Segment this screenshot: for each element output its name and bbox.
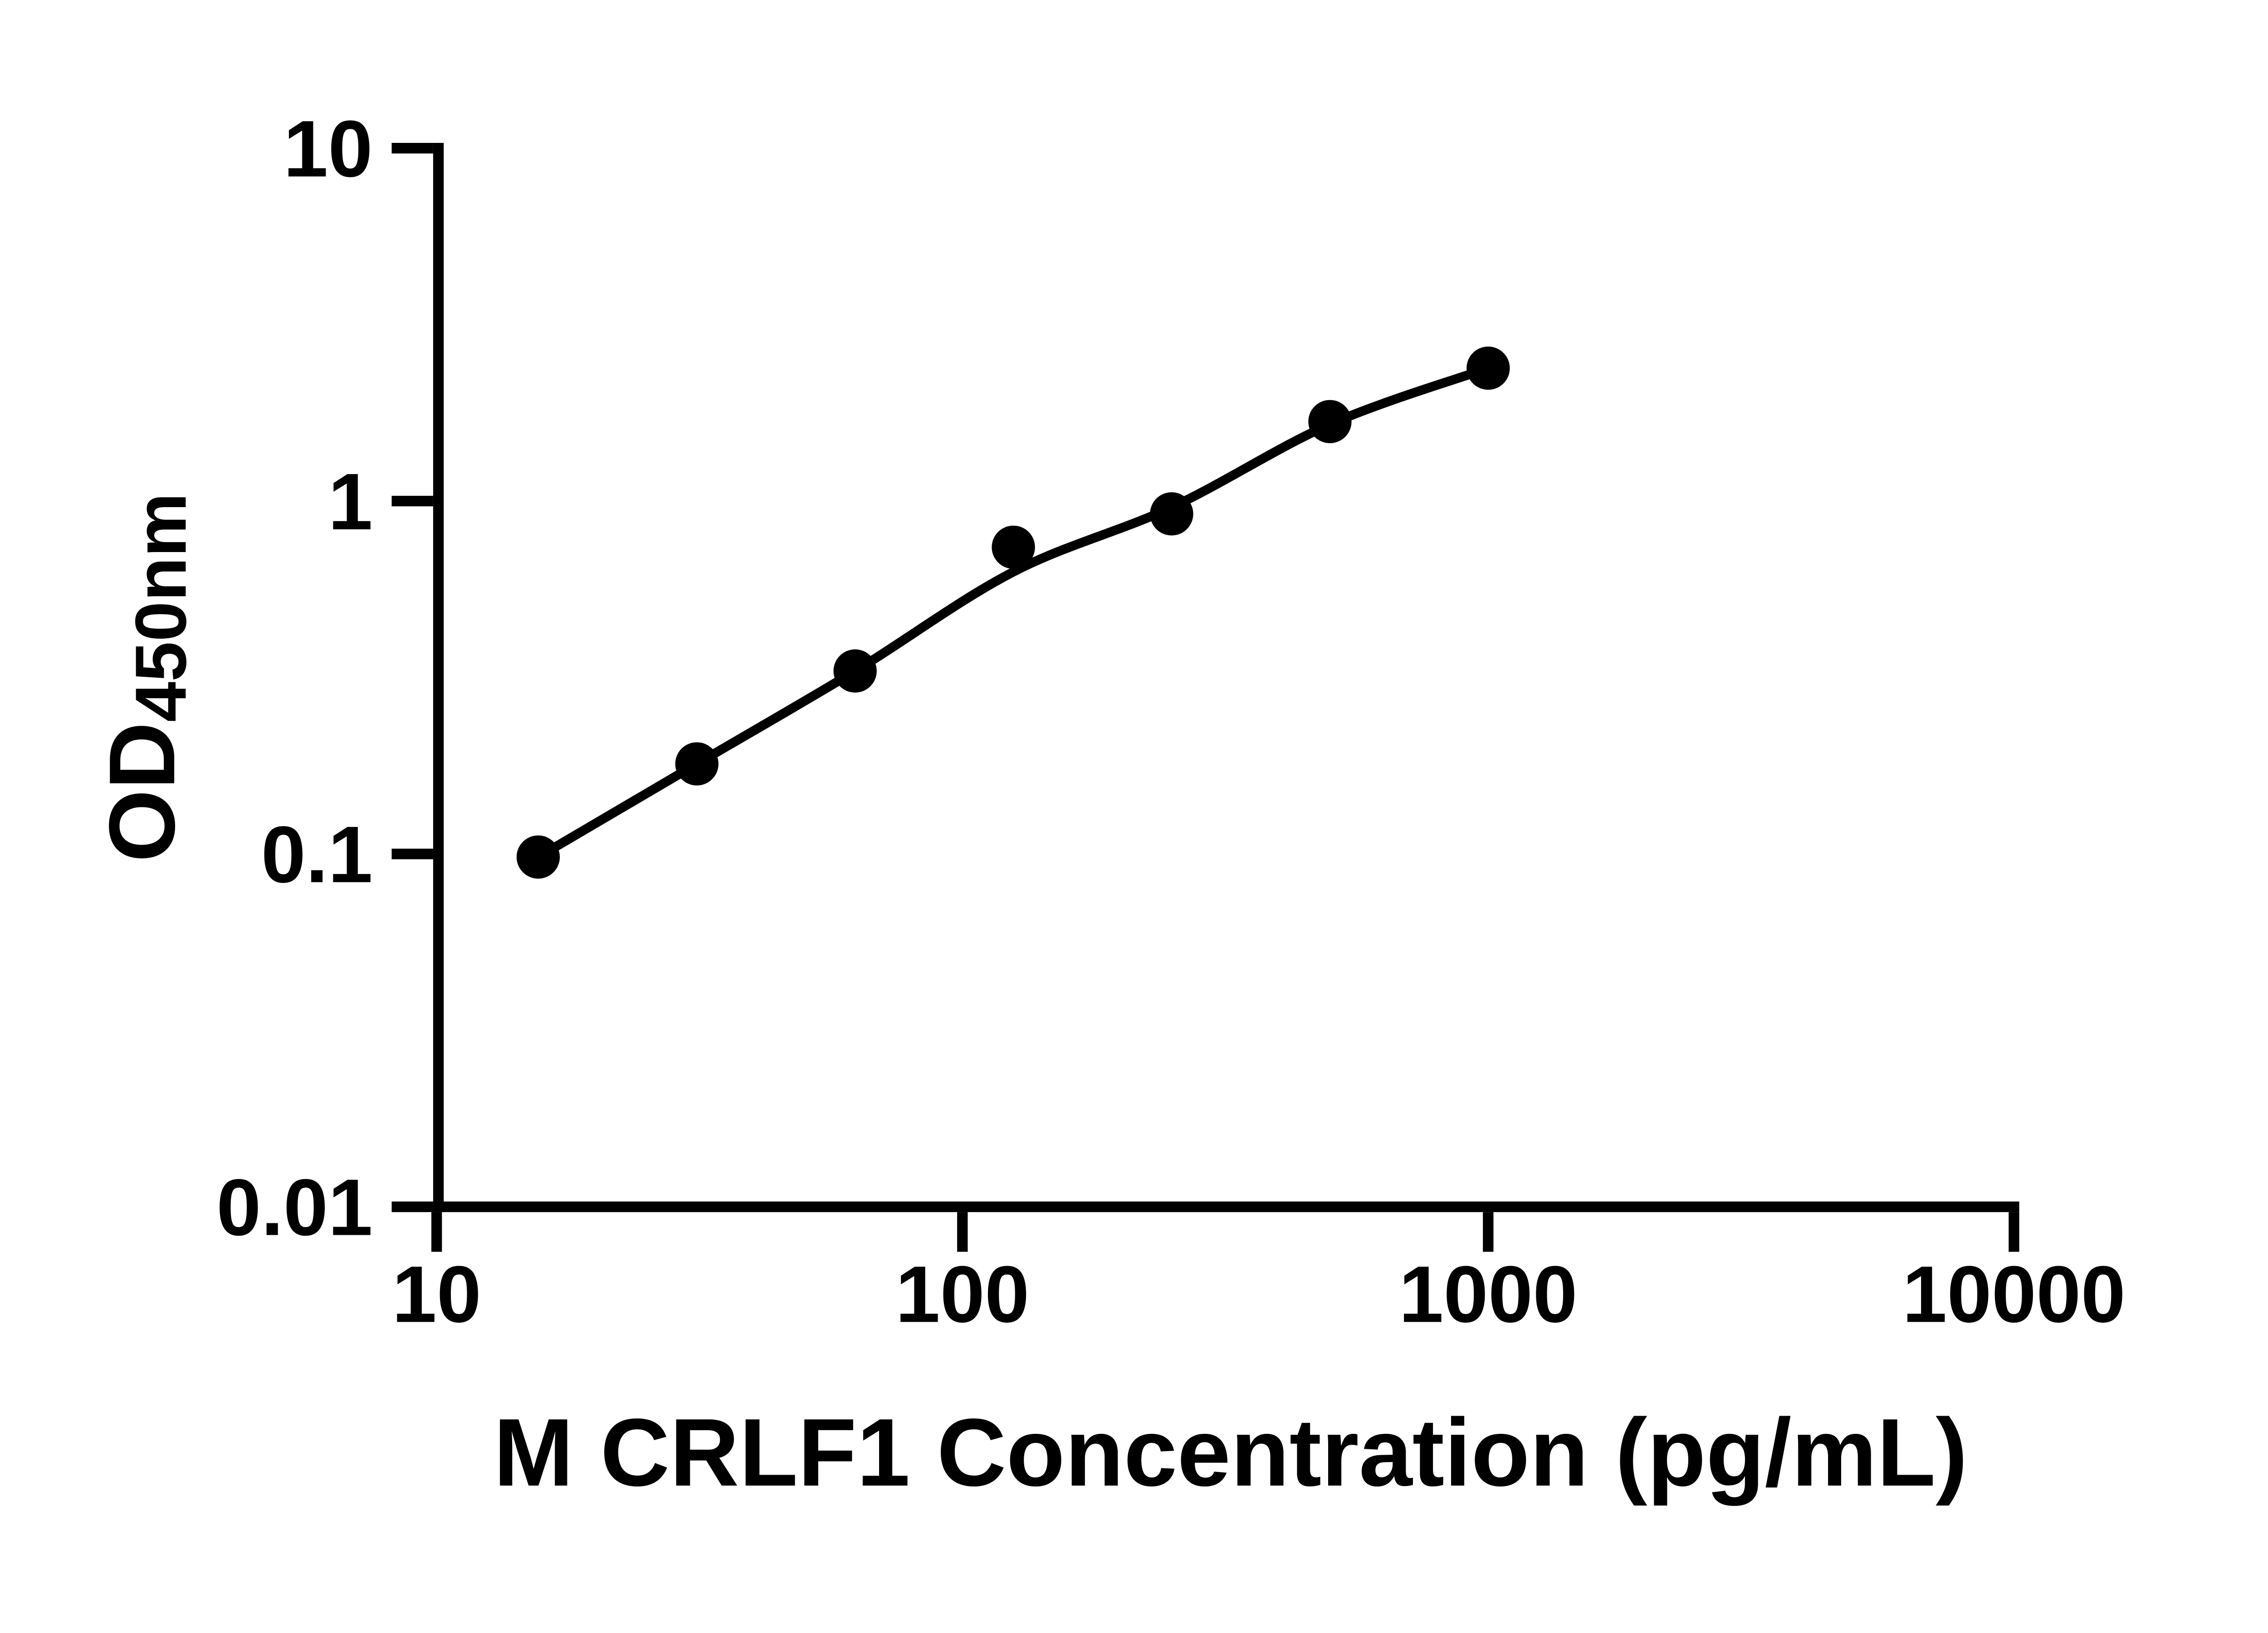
y-axis-title-subscript: 450nm: [120, 493, 201, 722]
data-point: [1308, 400, 1352, 444]
fit-curve-group: [533, 363, 1493, 862]
data-point: [1466, 347, 1510, 390]
y-axis-title-main: OD: [89, 722, 194, 862]
y-tick-label: 10: [284, 104, 373, 194]
standard-curve-chart: 10 100 1000 10000 10 1 0.1 0.01 M CRLF1 Concent…: [89, 103, 2126, 1506]
x-tick-label: 10: [392, 1249, 481, 1339]
data-point: [833, 649, 877, 693]
data-point: [1150, 492, 1193, 536]
y-tick-label: 1: [328, 457, 372, 547]
y-axis-title: OD450nm: [89, 493, 201, 862]
data-point: [992, 525, 1035, 569]
y-tick-label: 0.1: [261, 810, 373, 900]
x-axis-title: M CRLF1 Concentration (pg/mL): [494, 1398, 1968, 1506]
x-tick-label: 1000: [1399, 1249, 1578, 1339]
y-tick-label: 0.01: [216, 1163, 372, 1252]
axis-ticks: 10 100 1000 10000 10 1 0.1 0.01: [216, 104, 2126, 1339]
data-points-group: [516, 347, 1510, 879]
elisa-standard-curve-figure: 10 100 1000 10000 10 1 0.1 0.01 M CRLF1 Concent…: [89, 103, 2126, 1506]
x-tick-label: 100: [895, 1249, 1029, 1339]
fit-curve-line: [533, 363, 1493, 862]
data-point: [675, 742, 719, 786]
data-point: [516, 835, 560, 879]
x-tick-label: 10000: [1902, 1249, 2126, 1339]
